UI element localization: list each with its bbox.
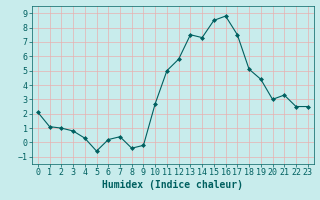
X-axis label: Humidex (Indice chaleur): Humidex (Indice chaleur) <box>102 180 243 190</box>
